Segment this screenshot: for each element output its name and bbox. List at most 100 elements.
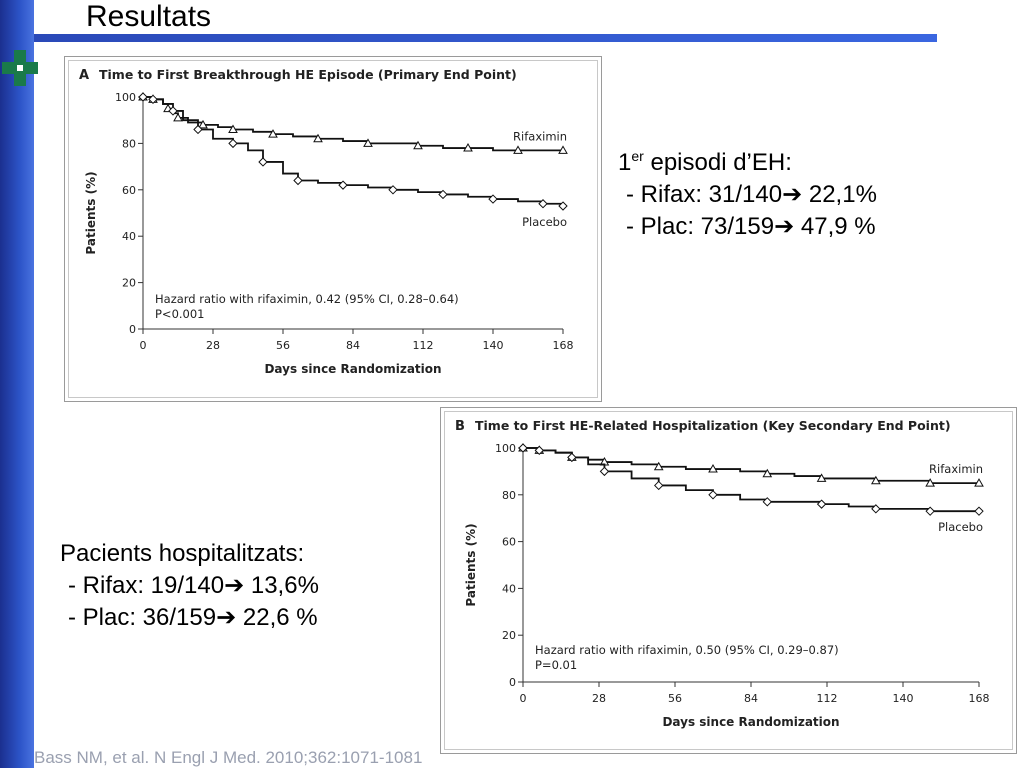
chart-b-placebo-point: [654, 480, 664, 491]
chart-a-rifaximin-point: [228, 124, 238, 133]
chart-b-rifaximin-point: [925, 478, 936, 487]
summary-a-heading-text: episodi d’EH:: [650, 149, 792, 176]
chart-a-ytick-label: 0: [129, 323, 136, 336]
chart-a-placebo-point: [438, 189, 448, 200]
chart-b-placebo-line: [523, 447, 979, 513]
chart-b-xtick-label: 112: [817, 692, 838, 705]
chart-a-xlabel: Days since Randomization: [264, 362, 441, 376]
chart-a-xtick-label: 56: [276, 339, 290, 352]
chart-b-rifaximin-point: [653, 461, 664, 471]
chart-a-ytick-label: 20: [122, 277, 136, 290]
chart-a-placebo-point: [148, 94, 158, 105]
chart-b-title: Time to First HE-Related Hospitalization…: [475, 418, 951, 433]
chart-a-rifaximin-label: Rifaximin: [513, 129, 567, 143]
chart-a-rifaximin-line: [143, 96, 563, 152]
chart-panel-b: B Time to First HE-Related Hospitalizatio…: [440, 407, 1017, 754]
chart-a-rifaximin-point: [173, 112, 183, 122]
chart-a-placebo-point: [338, 180, 348, 190]
chart-a-ytick-label: 60: [122, 184, 136, 197]
chart-b-xtick-label: 0: [520, 692, 527, 705]
chart-a-svg: A Time to First Breakthrough HE Episode (…: [79, 67, 574, 376]
summary-a-line1: - Rifax: 31/140➔ 22,1%: [626, 181, 877, 208]
chart-b-ytick-label: 20: [502, 629, 516, 642]
slide-logo-icon: [2, 50, 38, 86]
chart-b-placebo-point: [925, 506, 935, 516]
chart-a-placebo-point: [558, 201, 568, 211]
chart-a-xtick-label: 168: [553, 339, 574, 352]
chart-a-rifaximin-point: [413, 140, 423, 150]
chart-a-rifaximin-point: [198, 119, 208, 129]
chart-a-rifaximin-point: [463, 143, 473, 152]
chart-a-ytick-label: 40: [122, 230, 136, 243]
chart-a-rifaximin-point: [513, 145, 523, 154]
chart-a-placebo-point: [228, 138, 238, 149]
chart-a-xtick-label: 84: [346, 339, 360, 352]
chart-b-rifaximin-point: [816, 473, 827, 482]
chart-b-p-value: P=0.01: [535, 658, 577, 672]
chart-a-placebo-point: [388, 185, 398, 195]
summary-a: 1er episodi d’EH: - Rifax: 31/140➔ 22,1%…: [618, 140, 877, 243]
chart-b-ytick-label: 60: [502, 536, 516, 549]
chart-b-placebo-point: [871, 504, 881, 514]
chart-b-ytick-label: 0: [509, 676, 516, 689]
chart-a-ytick-label: 80: [122, 137, 136, 150]
chart-b-xlabel: Days since Randomization: [662, 715, 839, 729]
summary-a-heading-prefix: 1: [618, 149, 632, 176]
chart-a-rifaximin-point: [558, 145, 568, 154]
chart-a-placebo-label: Placebo: [522, 215, 567, 229]
summary-a-heading-sup: er: [631, 148, 644, 164]
title-underline: [34, 34, 937, 42]
chart-b-placebo-point: [816, 499, 827, 509]
chart-a-p-value: P<0.001: [155, 307, 205, 321]
chart-a-placebo-point: [488, 194, 498, 204]
chart-a-ylabel: Patients (%): [84, 171, 98, 254]
chart-b-ytick-label: 40: [502, 582, 516, 595]
chart-b-ytick-label: 100: [495, 442, 516, 455]
chart-b-placebo-point: [762, 497, 772, 507]
chart-b-rifaximin-line: [523, 447, 979, 484]
chart-a-placebo-point: [168, 106, 178, 116]
chart-b-rifaximin-point: [974, 478, 984, 487]
chart-b-placebo-label: Placebo: [938, 520, 983, 534]
chart-a-title: Time to First Breakthrough HE Episode (P…: [99, 67, 517, 82]
chart-b-rifaximin-label: Rifaximin: [929, 462, 983, 476]
slide-left-bar: [0, 0, 34, 768]
chart-b-rifaximin-point: [870, 475, 881, 485]
chart-a-rifaximin-point: [363, 138, 373, 147]
chart-a-placebo-line: [143, 96, 564, 207]
chart-a-panel-letter: A: [79, 68, 89, 83]
chart-a-rifaximin-point: [268, 129, 278, 138]
chart-b-placebo-point: [567, 452, 577, 463]
chart-a-placebo-point: [538, 199, 548, 209]
summary-b-heading: Pacients hospitalitzats:: [60, 540, 305, 567]
chart-a-hazard-ratio: Hazard ratio with rifaximin, 0.42 (95% C…: [155, 292, 459, 306]
chart-a-xtick-label: 28: [206, 339, 220, 352]
summary-b-line2: - Plac: 36/159➔ 22,6 %: [68, 604, 318, 631]
chart-b-placebo-point: [534, 445, 544, 456]
summary-a-line2: - Plac: 73/159➔ 47,9 %: [626, 213, 876, 240]
chart-b-rifaximin-point: [708, 464, 718, 473]
chart-a-ytick-label: 100: [115, 91, 136, 104]
chart-b-xtick-label: 28: [592, 692, 606, 705]
chart-b-xtick-label: 168: [969, 692, 990, 705]
chart-b-hazard-ratio: Hazard ratio with rifaximin, 0.50 (95% C…: [535, 643, 839, 657]
chart-a-placebo-point: [293, 175, 303, 186]
chart-b-placebo-point: [518, 443, 528, 453]
chart-b-ylabel: Patients (%): [464, 523, 478, 606]
summary-a-heading: 1er episodi d’EH:: [618, 140, 877, 179]
citation: Bass NM, et al. N Engl J Med. 2010;362:1…: [34, 748, 423, 767]
chart-b-placebo-point: [708, 490, 718, 500]
summary-b: Pacients hospitalitzats: - Rifax: 19/140…: [60, 538, 319, 634]
chart-b-panel-letter: B: [455, 419, 465, 434]
chart-b-placebo-point: [599, 466, 610, 477]
chart-b-xtick-label: 140: [893, 692, 914, 705]
chart-b-rifaximin-point: [762, 468, 773, 478]
chart-a-placebo-point: [193, 124, 203, 135]
chart-b-placebo-point: [974, 506, 984, 516]
chart-a-placebo-point: [258, 157, 268, 167]
chart-a-placebo-point: [138, 92, 148, 102]
chart-panel-a: A Time to First Breakthrough HE Episode (…: [64, 56, 602, 402]
chart-b-xtick-label: 56: [668, 692, 682, 705]
chart-b-svg: B Time to First HE-Related Hospitalizatio…: [455, 418, 990, 729]
chart-a-xtick-label: 0: [140, 339, 147, 352]
